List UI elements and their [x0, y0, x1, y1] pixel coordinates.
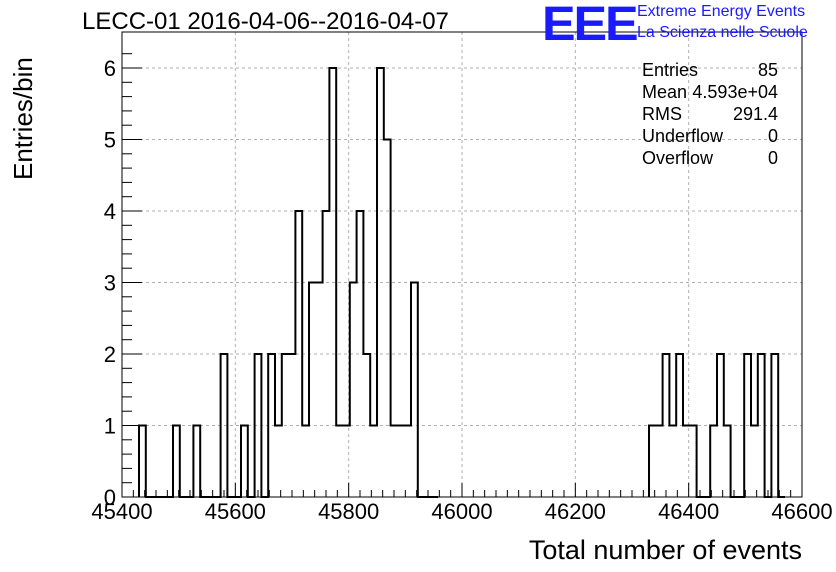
histogram-bin — [173, 426, 180, 498]
histogram-bin — [255, 354, 262, 497]
x-tick-label: 45400 — [91, 499, 152, 524]
histogram-bin — [724, 426, 731, 498]
histogram-bin — [295, 211, 302, 497]
histogram-bin — [663, 354, 670, 497]
histogram-bin — [323, 211, 330, 497]
y-tick-label: 6 — [104, 56, 116, 81]
histogram-layer — [138, 67, 785, 498]
histogram-bin — [329, 68, 336, 497]
eee-logo: EEE — [542, 0, 639, 51]
stat-label-entries: Entries — [642, 60, 699, 80]
histogram-bin — [676, 354, 683, 497]
stat-value-mean: 4.593e+04 — [692, 82, 778, 102]
stats-box: Entries 85 Mean 4.593e+04 RMS 291.4 Unde… — [642, 60, 778, 170]
chart-title: LECC-01 2016-04-06--2016-04-07 — [82, 8, 449, 35]
histogram-bin — [744, 354, 751, 497]
x-tick-label: 45600 — [205, 499, 266, 524]
histogram-bin — [363, 354, 370, 497]
stat-value-underflow: 0 — [767, 126, 778, 146]
histogram-bin — [391, 426, 398, 498]
y-tick-label: 0 — [104, 485, 116, 510]
histogram-bin — [656, 426, 663, 498]
histogram-bin — [717, 354, 724, 497]
histogram-bin — [377, 68, 384, 497]
x-tick-label: 45800 — [318, 499, 379, 524]
histogram-bin — [241, 426, 248, 498]
stat-label-rms: RMS — [642, 104, 682, 124]
histogram-bin — [139, 426, 146, 498]
y-tick-label: 5 — [104, 128, 116, 153]
stat-row-underflow: Underflow 0 — [642, 126, 778, 148]
histogram-bin — [336, 426, 343, 498]
histogram-bin — [771, 354, 778, 497]
x-tick-label: 46200 — [545, 499, 606, 524]
histogram-bin — [710, 426, 717, 498]
stat-label-mean: Mean — [642, 82, 688, 102]
histogram-bin — [411, 283, 418, 498]
x-tick-label: 46400 — [658, 499, 719, 524]
histogram-bin — [397, 426, 404, 498]
histogram-bin — [357, 211, 364, 497]
y-tick-label: 4 — [104, 199, 116, 224]
x-tick-label: 46600 — [771, 499, 832, 524]
stat-row-rms: RMS 291.4 — [642, 104, 778, 126]
histogram-bin — [370, 426, 377, 498]
axis-layer: 45400 45600 45800 46000 46200 46400 4660001234… — [91, 31, 833, 524]
stat-value-overflow: 0 — [767, 148, 778, 168]
histogram-bin — [193, 426, 200, 498]
histogram-bin — [282, 354, 289, 497]
histogram-bin — [302, 426, 309, 498]
histogram-bin — [384, 140, 391, 498]
histogram-bin — [289, 354, 296, 497]
stat-row-overflow: Overflow 0 — [642, 148, 778, 170]
y-tick-label: 3 — [104, 271, 116, 296]
stat-value-rms: 291.4 — [732, 104, 778, 124]
stat-row-mean: Mean 4.593e+04 — [642, 82, 778, 104]
histogram-bin — [309, 283, 316, 498]
histogram-bin — [404, 426, 411, 498]
logo-line-2: La Scienza nelle Scuole — [637, 24, 808, 41]
histogram-bin — [316, 283, 323, 498]
histogram-outline — [138, 67, 785, 498]
logo-line-1: Extreme Energy Events — [637, 3, 806, 20]
stat-value-entries: 85 — [757, 60, 778, 80]
histogram-bin — [669, 426, 676, 498]
histogram-bin — [221, 354, 228, 497]
histogram-bin — [690, 426, 697, 498]
histogram-bin — [649, 426, 656, 498]
stat-row-entries: Entries 85 — [642, 60, 778, 82]
stat-label-overflow: Overflow — [642, 148, 714, 168]
histogram-bin — [268, 354, 275, 497]
y-tick-label: 2 — [104, 342, 116, 367]
stat-label-underflow: Underflow — [642, 126, 724, 146]
y-tick-label: 1 — [104, 414, 116, 439]
histogram-bin — [275, 426, 282, 498]
histogram-bin — [758, 354, 765, 497]
histogram-bin — [751, 426, 758, 498]
x-axis-label: Total number of events — [528, 535, 802, 565]
y-axis-label: Entries/bin — [8, 57, 38, 180]
x-tick-label: 46000 — [431, 499, 492, 524]
histogram-bin — [350, 283, 357, 498]
